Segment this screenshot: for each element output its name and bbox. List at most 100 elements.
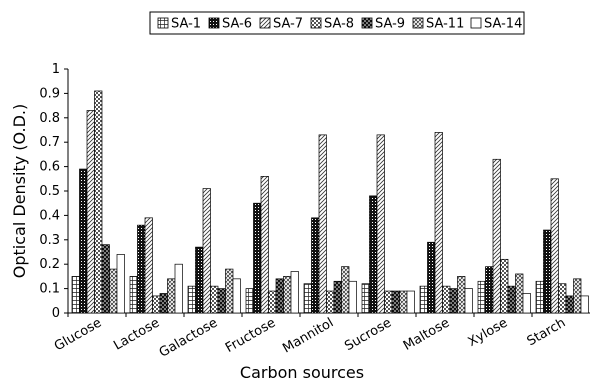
legend-label-sa-8: SA-8: [324, 17, 354, 32]
y-axis-title: Optical Density (O.D.): [10, 104, 29, 278]
bar-sa-11-mannitol: [341, 266, 350, 314]
y-tick-label: 0.3: [39, 233, 60, 248]
legend-swatch-sa-8: [310, 17, 322, 29]
bar-sa-1-maltose: [419, 285, 428, 314]
bar-sa-9-galactose: [217, 288, 226, 314]
legend-label-sa-11: SA-11: [426, 17, 464, 32]
bar-sa-1-glucose: [71, 276, 80, 314]
bar-sa-8-lactose: [152, 295, 161, 314]
bar-sa-1-fructose: [245, 288, 254, 314]
bar-sa-11-starch: [573, 278, 582, 314]
bar-sa-7-sucrose: [376, 134, 385, 314]
bar-sa-11-galactose: [225, 268, 234, 314]
y-tick-label: 0.6: [39, 160, 60, 175]
bar-sa-9-starch: [565, 295, 574, 314]
y-tick-label: 0.7: [39, 135, 60, 150]
bar-sa-7-lactose: [144, 217, 153, 314]
legend-swatch-sa-11: [412, 17, 424, 29]
bar-sa-9-xylose: [507, 285, 516, 314]
bar-sa-1-mannitol: [303, 283, 312, 314]
x-tick-label: Xylose: [466, 315, 511, 349]
legend: SA-1 SA-6 SA-7 SA-8 SA-9 SA-11 SA-14: [149, 11, 525, 35]
bar-sa-9-fructose: [275, 278, 284, 314]
bar-sa-7-mannitol: [318, 134, 327, 314]
legend-swatch-sa-7: [259, 17, 271, 29]
bar-sa-8-maltose: [442, 285, 451, 314]
bar-sa-9-lactose: [159, 293, 168, 314]
y-tick-label: 0.5: [39, 184, 60, 199]
y-tick-label: 0.9: [39, 86, 60, 101]
bar-sa-14-galactose: [232, 278, 241, 314]
bar-sa-11-maltose: [457, 276, 466, 314]
legend-label-sa-7: SA-7: [273, 17, 303, 32]
bar-sa-8-sucrose: [384, 290, 393, 314]
bar-sa-1-xylose: [477, 280, 486, 314]
legend-label-sa-14: SA-14: [484, 17, 522, 32]
bar-sa-14-glucose: [116, 254, 125, 314]
bar-sa-11-lactose: [167, 278, 176, 314]
x-tick-label: Glucose: [52, 315, 104, 354]
bar-sa-7-fructose: [260, 176, 269, 314]
x-tick-label: Maltose: [401, 315, 452, 353]
bar-sa-7-starch: [550, 178, 559, 314]
bar-sa-6-mannitol: [311, 217, 320, 314]
bar-sa-1-galactose: [187, 285, 196, 314]
x-tick-label: Mannitol: [280, 315, 336, 356]
bar-sa-9-sucrose: [391, 290, 400, 314]
y-tick-label: 0: [52, 306, 60, 321]
bar-sa-14-maltose: [464, 288, 473, 314]
bar-sa-9-mannitol: [333, 280, 342, 314]
bar-sa-14-starch: [580, 295, 589, 314]
bar-sa-6-lactose: [137, 224, 146, 314]
legend-label-sa-9: SA-9: [375, 17, 405, 32]
legend-label-sa-6: SA-6: [222, 17, 252, 32]
bar-sa-7-galactose: [202, 188, 211, 314]
x-tick-label: Lactose: [111, 315, 162, 353]
x-tick-label: Starch: [525, 315, 569, 349]
bar-sa-7-xylose: [492, 158, 501, 314]
legend-swatch-sa-14: [470, 17, 482, 29]
bar-sa-14-lactose: [174, 263, 183, 314]
legend-swatch-sa-6: [208, 17, 220, 29]
bar-sa-6-starch: [543, 229, 552, 314]
bar-sa-11-xylose: [515, 273, 524, 314]
bar-sa-6-glucose: [79, 168, 88, 314]
y-tick-label: 0.1: [39, 282, 60, 297]
bar-sa-7-maltose: [434, 132, 443, 314]
bar-sa-9-maltose: [449, 288, 458, 314]
bar-sa-8-mannitol: [326, 290, 335, 314]
x-tick-label: Fructose: [223, 315, 278, 356]
legend-swatch-sa-1: [157, 17, 169, 29]
legend-frame: [149, 11, 525, 35]
bar-sa-8-galactose: [210, 285, 219, 314]
bar-sa-11-glucose: [109, 268, 118, 314]
bar-sa-6-galactose: [195, 246, 204, 314]
bar-sa-8-xylose: [500, 258, 509, 314]
bar-sa-14-sucrose: [406, 290, 415, 314]
y-tick-label: 0.8: [39, 111, 60, 126]
bar-sa-11-fructose: [283, 276, 292, 314]
bar-sa-14-xylose: [522, 293, 531, 314]
legend-swatch-sa-9: [361, 17, 373, 29]
bar-sa-6-xylose: [485, 266, 494, 314]
legend-label-sa-1: SA-1: [171, 17, 201, 32]
bar-sa-8-starch: [558, 283, 567, 314]
bar-sa-1-starch: [535, 280, 544, 314]
bar-sa-14-fructose: [290, 271, 299, 314]
bar-sa-6-sucrose: [369, 195, 378, 314]
bar-sa-1-sucrose: [361, 283, 370, 314]
bar-sa-6-maltose: [427, 241, 436, 314]
x-axis-title: Carbon sources: [240, 363, 364, 382]
bar-sa-8-fructose: [268, 290, 277, 314]
bar-sa-6-fructose: [253, 202, 262, 314]
y-tick-label: 1: [52, 62, 60, 77]
plot-area: 0 0.1 0.2 0.3 0.4 0.5 0.6 0.7 0.8 0.9 1 Glucose Lact…: [39, 62, 590, 361]
bar-sa-1-lactose: [129, 276, 138, 314]
y-tick-label: 0.2: [39, 257, 60, 272]
y-tick-label: 0.4: [39, 208, 60, 223]
bar-sa-8-glucose: [94, 90, 103, 314]
x-tick-label: Galactose: [157, 315, 220, 360]
bar-sa-9-glucose: [101, 244, 110, 314]
bar-sa-14-mannitol: [348, 280, 357, 314]
